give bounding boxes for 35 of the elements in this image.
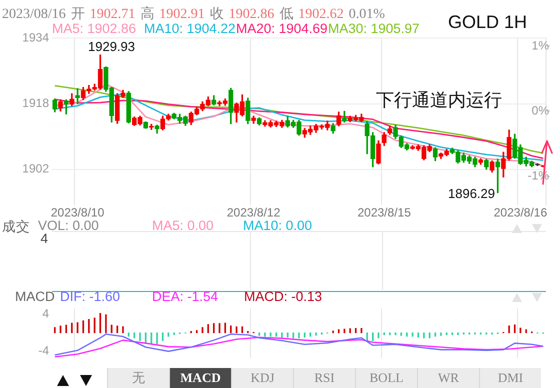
x-tick-label: 2023/8/16 <box>494 206 548 220</box>
text: 2023/08/16 开 1902.71 高 1902.91 收 1902.86 低 1902.62 0.01% <box>2 7 385 22</box>
text: MA5: 1902.86 <box>52 21 136 36</box>
annotation: 1929.93 <box>88 39 135 54</box>
text: MA20: 1904.69 <box>236 21 328 36</box>
text: DMI <box>479 368 541 388</box>
annotation: 下行通道内运行 <box>376 89 502 112</box>
y-tick-label: 4 <box>42 306 50 321</box>
chart-title: GOLD 1H <box>448 12 527 33</box>
text: MA10: 0.00 <box>243 218 312 233</box>
text: MA10: 1904.22 <box>144 21 236 36</box>
text: MA30: 1905.97 <box>328 21 420 36</box>
text: KDJ <box>231 368 293 388</box>
x-tick-label: 2023/8/12 <box>226 206 281 220</box>
x-tick-label: 2023/8/10 <box>50 206 105 220</box>
text: 无 <box>107 368 169 388</box>
y2-tick-label: 1% <box>532 38 550 52</box>
y2-tick-label: 0% <box>532 103 550 118</box>
y-tick-label: -4 <box>38 344 50 358</box>
text: MA5: 0.00 <box>152 218 214 233</box>
text: MACD <box>169 368 231 388</box>
x-tick-label: 2023/8/15 <box>357 206 412 220</box>
text: VOL: 0.00 <box>38 218 99 233</box>
text: RSI <box>293 368 355 388</box>
text: WR <box>417 368 479 388</box>
annotation: 1896.29 <box>448 186 495 201</box>
y-tick-label: 1934 <box>22 30 50 45</box>
series-label: MACD: -0.13 <box>244 289 322 304</box>
chart-title: MACD <box>15 289 55 304</box>
y-tick-label: 1902 <box>22 162 50 176</box>
text: DEA: -1.54 <box>152 289 218 304</box>
text: DIF: -1.60 <box>60 289 120 304</box>
text: 成交 <box>2 218 30 236</box>
y-tick-label: 1918 <box>22 96 50 110</box>
text: BOLL <box>355 368 417 388</box>
